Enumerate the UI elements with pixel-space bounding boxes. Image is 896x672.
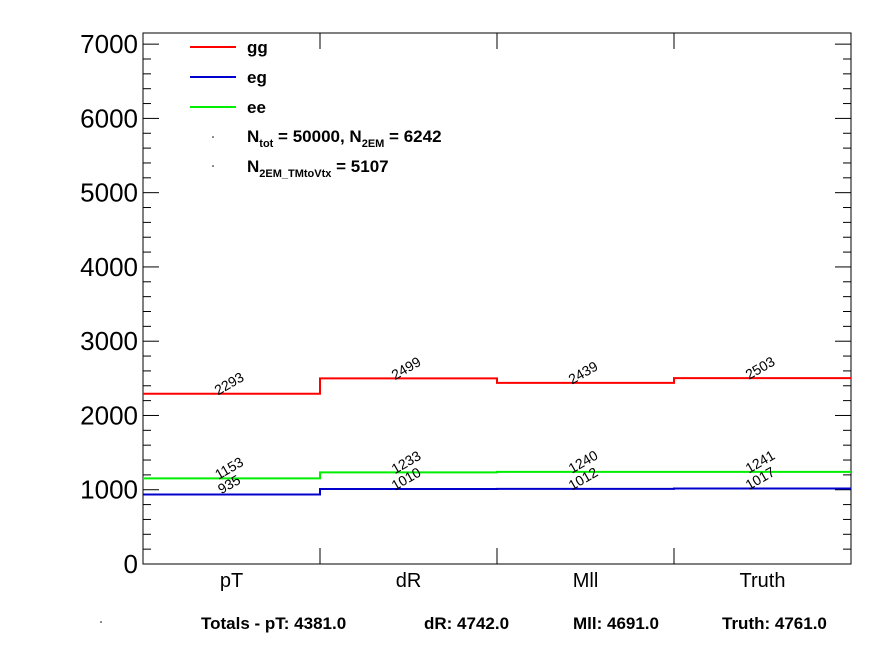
y-axis-tick-labels: 0 1000 2000 3000 4000 5000 6000 7000 (80, 29, 138, 579)
totals-footer: Totals - pT: 4381.0 dR: 4742.0 Mll: 4691… (100, 614, 827, 633)
y-tick-label: 3000 (80, 326, 138, 356)
y-tick-label: 5000 (80, 178, 138, 208)
legend-stats-line-2: N2EM_TMtoVtx = 5107 (247, 157, 389, 180)
series-lines (143, 377, 851, 496)
totals-pt: Totals - pT: 4381.0 (201, 614, 346, 633)
totals-marker (100, 621, 102, 623)
series-line-ee (143, 470, 851, 480)
legend-marker-stats-2 (212, 165, 214, 167)
category-label-dr: dR (396, 570, 422, 592)
totals-truth: Truth: 4761.0 (722, 614, 827, 633)
legend: gg eg ee Ntot = 50000, N2EM = 6242 N2EM_… (190, 38, 442, 180)
y-tick-label: 2000 (80, 400, 138, 430)
y-tick-label: 6000 (80, 103, 138, 133)
legend-label-gg: gg (247, 38, 268, 57)
legend-marker-stats-1 (212, 136, 214, 138)
totals-mll: Mll: 4691.0 (573, 614, 659, 633)
legend-label-eg: eg (247, 68, 267, 87)
totals-dr: dR: 4742.0 (424, 614, 509, 633)
category-label-pt: pT (220, 570, 243, 592)
category-label-mll: Mll (573, 570, 599, 592)
y-tick-label: 0 (124, 549, 138, 579)
x-axis-ticks (319, 33, 675, 564)
category-label-truth: Truth (740, 570, 786, 592)
series-line-gg (143, 377, 851, 395)
x-axis-category-labels: pT dR Mll Truth (220, 570, 786, 592)
y-tick-label: 4000 (80, 252, 138, 282)
legend-stats-line-1: Ntot = 50000, N2EM = 6242 (247, 127, 442, 150)
y-axis-ticks (143, 43, 851, 565)
y-tick-label: 7000 (80, 29, 138, 59)
legend-label-ee: ee (247, 98, 266, 117)
y-tick-label: 1000 (80, 475, 138, 505)
series-line-eg (143, 487, 851, 496)
